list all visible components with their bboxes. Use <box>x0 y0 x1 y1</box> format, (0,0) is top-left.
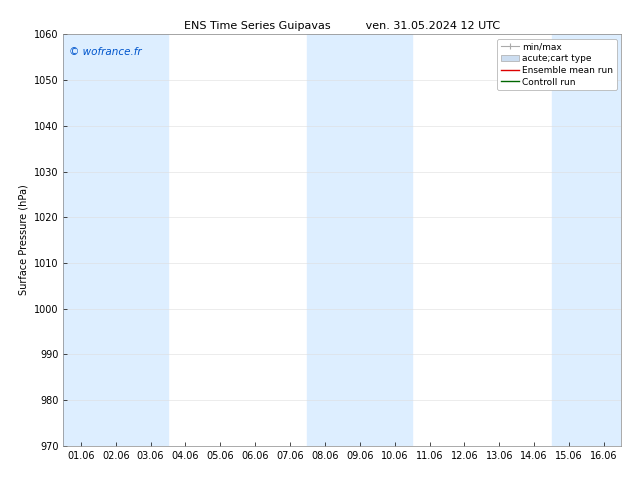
Bar <box>63 34 168 446</box>
Bar <box>307 34 412 446</box>
Bar <box>552 34 621 446</box>
Title: ENS Time Series Guipavas          ven. 31.05.2024 12 UTC: ENS Time Series Guipavas ven. 31.05.2024… <box>184 21 500 31</box>
Legend: min/max, acute;cart type, Ensemble mean run, Controll run: min/max, acute;cart type, Ensemble mean … <box>497 39 617 90</box>
Text: © wofrance.fr: © wofrance.fr <box>69 47 141 57</box>
Y-axis label: Surface Pressure (hPa): Surface Pressure (hPa) <box>18 185 29 295</box>
